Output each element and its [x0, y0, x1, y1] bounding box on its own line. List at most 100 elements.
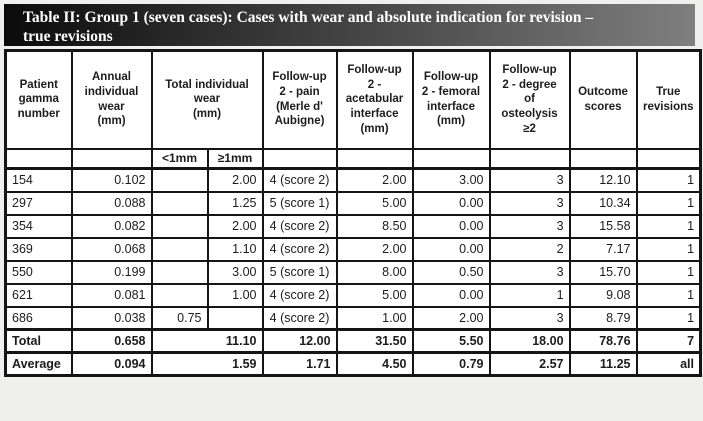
- cell-wear-lt1mm: [150, 190, 209, 216]
- cell-osteolysis-degree: 1: [488, 282, 571, 308]
- cell-acetabular-interface: 2.00: [335, 167, 414, 193]
- col-header-annual-individual-wear: Annual individual wear (mm): [70, 49, 153, 150]
- cell-pain-score: 5 (score 1): [261, 259, 338, 285]
- table-row: 154 0.102 2.00 4 (score 2) 2.00 3.00 3 12.10 1: [4, 167, 702, 193]
- subheader-lt1mm-cell: <1mm: [150, 147, 209, 170]
- table-row: 369 0.068 1.10 4 (score 2) 2.00 0.00 2 7.17 1: [4, 236, 702, 262]
- cell-outcome-score: 12.10: [568, 167, 638, 193]
- table-row: 621 0.081 1.00 4 (score 2) 5.00 0.00 1 9.08 1: [4, 282, 702, 308]
- cell-acetabular-interface: 8.00: [335, 259, 414, 285]
- cell-wear-ge1mm: 3.00: [206, 259, 264, 285]
- subheader-empty-cell: [70, 147, 153, 170]
- cell-femoral-interface: 5.50: [411, 328, 491, 354]
- cell-outcome-score: 15.58: [568, 213, 638, 239]
- cell-wear-ge1mm: 1.10: [206, 236, 264, 262]
- cell-patient-number: 550: [4, 259, 73, 285]
- cell-outcome-score: 11.25: [568, 351, 638, 377]
- cell-femoral-interface: 3.00: [411, 167, 491, 193]
- cell-acetabular-interface: 5.00: [335, 190, 414, 216]
- cell-acetabular-interface: 2.00: [335, 236, 414, 262]
- cell-pain-score: 12.00: [261, 328, 338, 354]
- cell-true-revisions: 1: [635, 305, 702, 331]
- total-row: Total 0.658 11.10 12.00 31.50 5.50 18.00 78.76 7: [4, 328, 702, 354]
- cell-annual-wear: 0.081: [70, 282, 153, 308]
- cell-pain-score: 4 (score 2): [261, 305, 338, 331]
- cell-row-label: Average: [4, 351, 73, 377]
- cell-patient-number: 621: [4, 282, 73, 308]
- subheader-ge1mm-cell: ≥1mm: [206, 147, 264, 170]
- subheader-empty-cell: [261, 147, 338, 170]
- cell-patient-number: 154: [4, 167, 73, 193]
- cell-osteolysis-degree: 3: [488, 190, 571, 216]
- cell-osteolysis-degree: 2: [488, 236, 571, 262]
- table-figure: Table II: Group 1 (seven cases): Cases w…: [4, 4, 703, 377]
- col-header-total-individual-wear: Total individual wear (mm): [150, 49, 264, 150]
- cell-wear-ge1mm: 2.00: [206, 213, 264, 239]
- cell-osteolysis-degree: 3: [488, 167, 571, 193]
- cell-wear-lt1mm: 0.75: [150, 305, 209, 331]
- cell-femoral-interface: 0.00: [411, 190, 491, 216]
- cell-femoral-interface: 0.79: [411, 351, 491, 377]
- cell-true-revisions: all: [635, 351, 702, 377]
- cell-true-revisions: 1: [635, 190, 702, 216]
- cell-femoral-interface: 0.00: [411, 213, 491, 239]
- cell-wear-total: 11.10: [150, 328, 264, 354]
- cell-annual-wear: 0.658: [70, 328, 153, 354]
- cell-wear-ge1mm: 1.25: [206, 190, 264, 216]
- table-title-line1: Table II: Group 1 (seven cases): Cases w…: [23, 9, 594, 26]
- subheader-empty-cell: [488, 147, 571, 170]
- cell-femoral-interface: 0.00: [411, 236, 491, 262]
- subheader-empty-cell: [635, 147, 702, 170]
- cell-femoral-interface: 0.50: [411, 259, 491, 285]
- cell-acetabular-interface: 8.50: [335, 213, 414, 239]
- cell-pain-score: 5 (score 1): [261, 190, 338, 216]
- cell-true-revisions: 1: [635, 167, 702, 193]
- cell-patient-number: 686: [4, 305, 73, 331]
- cell-annual-wear: 0.199: [70, 259, 153, 285]
- table-row: 297 0.088 1.25 5 (score 1) 5.00 0.00 3 10.34 1: [4, 190, 702, 216]
- cell-acetabular-interface: 31.50: [335, 328, 414, 354]
- cell-patient-number: 369: [4, 236, 73, 262]
- cell-pain-score: 4 (score 2): [261, 167, 338, 193]
- cell-femoral-interface: 0.00: [411, 282, 491, 308]
- cell-wear-lt1mm: [150, 259, 209, 285]
- table-row: 354 0.082 2.00 4 (score 2) 8.50 0.00 3 15.58 1: [4, 213, 702, 239]
- cell-true-revisions: 1: [635, 282, 702, 308]
- cell-outcome-score: 7.17: [568, 236, 638, 262]
- table-row: 550 0.199 3.00 5 (score 1) 8.00 0.50 3 15.70 1: [4, 259, 702, 285]
- col-header-outcome-scores: Outcome scores: [568, 49, 638, 150]
- cell-true-revisions: 1: [635, 236, 702, 262]
- cell-wear-ge1mm: 2.00: [206, 167, 264, 193]
- cell-patient-number: 354: [4, 213, 73, 239]
- cell-osteolysis-degree: 18.00: [488, 328, 571, 354]
- cell-true-revisions: 7: [635, 328, 702, 354]
- cell-true-revisions: 1: [635, 213, 702, 239]
- cell-acetabular-interface: 4.50: [335, 351, 414, 377]
- table-title-bar: Table II: Group 1 (seven cases): Cases w…: [4, 4, 695, 46]
- cell-pain-score: 4 (score 2): [261, 213, 338, 239]
- cell-wear-total: 1.59: [150, 351, 264, 377]
- cell-outcome-score: 10.34: [568, 190, 638, 216]
- cell-pain-score: 4 (score 2): [261, 236, 338, 262]
- table-row: 686 0.038 0.75 4 (score 2) 1.00 2.00 3 8.79 1: [4, 305, 702, 331]
- cell-annual-wear: 0.102: [70, 167, 153, 193]
- col-header-followup2-femoral-interface: Follow-up 2 - femoral interface (mm): [411, 49, 491, 150]
- subheader-empty-cell: [4, 147, 73, 170]
- data-table: Patient gamma number Annual individual w…: [4, 49, 703, 377]
- cell-acetabular-interface: 1.00: [335, 305, 414, 331]
- cell-annual-wear: 0.082: [70, 213, 153, 239]
- col-header-followup2-acetabular-interface: Follow-up 2 - acetabular interface (mm): [335, 49, 414, 150]
- col-header-true-revisions: True revisions: [635, 49, 702, 150]
- cell-outcome-score: 8.79: [568, 305, 638, 331]
- cell-patient-number: 297: [4, 190, 73, 216]
- cell-annual-wear: 0.088: [70, 190, 153, 216]
- cell-osteolysis-degree: 3: [488, 305, 571, 331]
- cell-osteolysis-degree: 2.57: [488, 351, 571, 377]
- cell-femoral-interface: 2.00: [411, 305, 491, 331]
- subheader-empty-cell: [335, 147, 414, 170]
- cell-annual-wear: 0.038: [70, 305, 153, 331]
- cell-annual-wear: 0.068: [70, 236, 153, 262]
- average-row: Average 0.094 1.59 1.71 4.50 0.79 2.57 11.25 all: [4, 351, 702, 377]
- header-row: Patient gamma number Annual individual w…: [4, 49, 702, 150]
- cell-osteolysis-degree: 3: [488, 259, 571, 285]
